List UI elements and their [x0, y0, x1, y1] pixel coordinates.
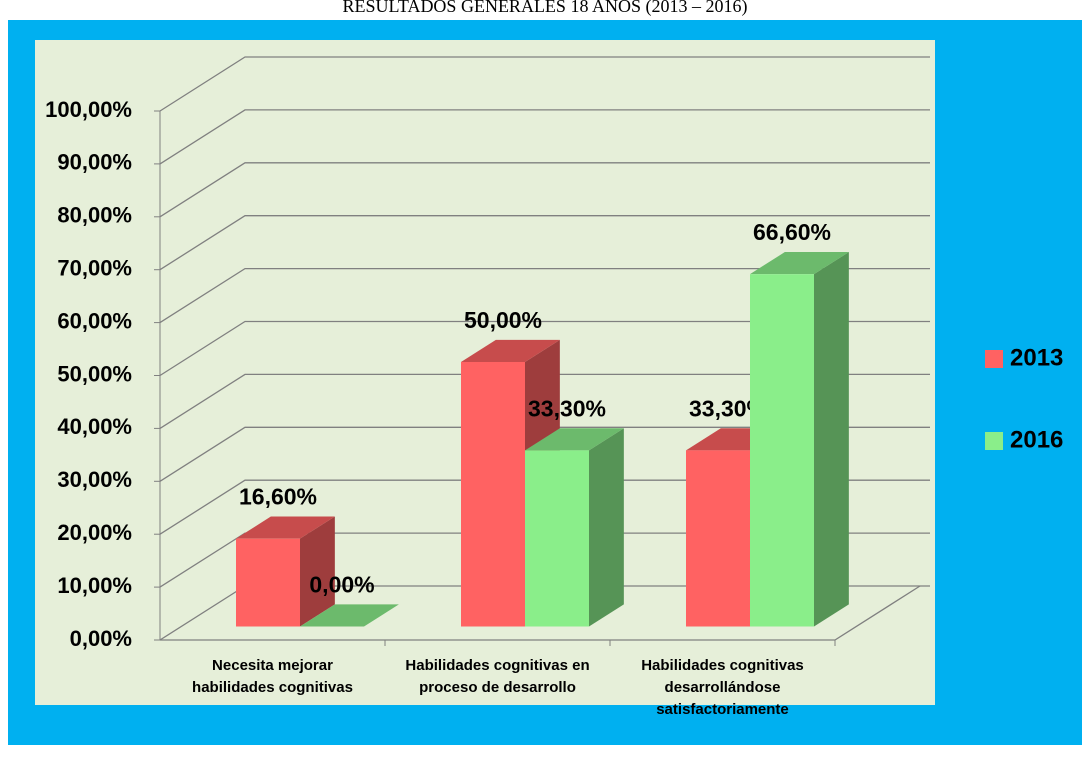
- bar-face: [461, 339, 560, 362]
- bar-face: [750, 252, 849, 275]
- bar-face: [300, 516, 335, 627]
- legend-swatch: [985, 350, 1003, 368]
- bar: [236, 516, 335, 627]
- data-label: 0,00%: [309, 571, 374, 597]
- grid-line: [159, 373, 930, 429]
- y-tick-label: 20,00%: [57, 520, 132, 545]
- bar-face: [525, 450, 589, 627]
- y-tick-label: 80,00%: [57, 203, 132, 228]
- y-tick-label: 50,00%: [57, 361, 132, 386]
- bar-face: [589, 428, 624, 627]
- grid-line: [159, 215, 930, 271]
- data-label: 50,00%: [464, 307, 542, 333]
- y-tick-label: 90,00%: [57, 150, 132, 175]
- bar: [750, 252, 849, 627]
- bar-face: [236, 538, 300, 627]
- x-tick-label: Habilidades cognitivas en proceso de des…: [405, 657, 590, 696]
- legend-label: 2013: [1010, 344, 1063, 371]
- data-label: 16,60%: [239, 484, 317, 510]
- bar-face: [814, 252, 849, 627]
- y-tick-label: 10,00%: [57, 573, 132, 598]
- legend-swatch: [985, 432, 1003, 450]
- data-label: 66,60%: [753, 219, 831, 245]
- y-tick-label: 30,00%: [57, 467, 132, 492]
- x-tick-label: Habilidades cognitivas desarrollándose s…: [641, 657, 804, 718]
- y-tick-label: 40,00%: [57, 414, 132, 439]
- y-tick-label: 0,00%: [70, 626, 132, 651]
- grid-line: [159, 109, 930, 165]
- legend-label: 2016: [1010, 426, 1063, 453]
- grid-line: [159, 426, 930, 482]
- grid-line: [159, 267, 930, 324]
- bar-face: [750, 274, 814, 627]
- data-label: 33,30%: [528, 395, 606, 421]
- x-tick-label: Necesita mejorar habilidades cognitivas: [192, 657, 353, 696]
- bar-face: [300, 604, 399, 627]
- y-tick-label: 100,00%: [45, 97, 132, 122]
- bar-face: [236, 516, 335, 539]
- bar: [300, 604, 399, 627]
- chart-title: RESULTADOS GENERALES 18 AÑOS (2013 – 201…: [343, 0, 748, 17]
- bar: [525, 428, 624, 627]
- y-tick-label: 70,00%: [57, 256, 132, 281]
- bar-face: [686, 450, 750, 627]
- bar-face: [525, 428, 624, 451]
- grid-line: [159, 162, 930, 218]
- bar-face: [461, 362, 525, 627]
- grid-line: [159, 56, 930, 112]
- y-tick-label: 60,00%: [57, 308, 132, 333]
- grid-line: [159, 320, 930, 377]
